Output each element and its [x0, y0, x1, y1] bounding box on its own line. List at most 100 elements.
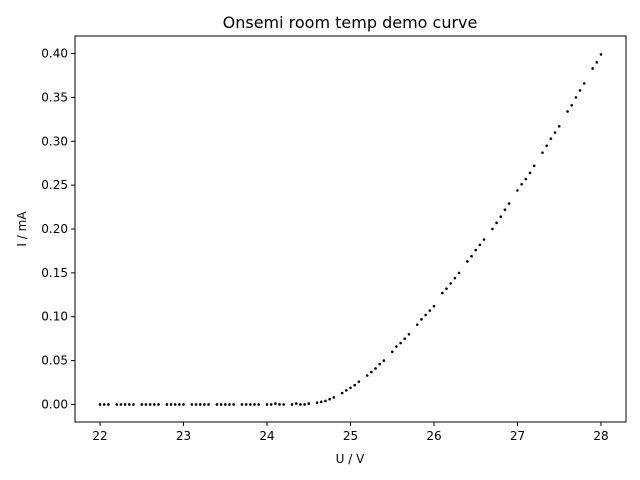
- data-point: [453, 276, 457, 280]
- data-point: [370, 370, 373, 374]
- data-point: [478, 243, 482, 247]
- data-point: [420, 318, 423, 321]
- data-point: [123, 403, 127, 406]
- data-point: [557, 125, 561, 128]
- x-axis-label: U / V: [336, 452, 365, 466]
- data-point: [566, 110, 569, 113]
- data-point: [541, 151, 544, 154]
- data-point: [457, 271, 461, 275]
- data-point: [503, 208, 507, 211]
- data-point: [353, 383, 356, 387]
- data-point: [591, 67, 594, 70]
- data-point: [190, 403, 194, 406]
- y-tick-label: 0.10: [41, 310, 68, 324]
- data-point: [345, 389, 348, 392]
- data-point: [178, 403, 181, 406]
- data-point: [215, 403, 219, 406]
- data-point: [207, 403, 210, 406]
- y-tick-label: 0.15: [41, 266, 68, 280]
- data-point: [470, 254, 473, 258]
- x-tick-label: 23: [176, 429, 191, 443]
- data-point: [595, 61, 599, 64]
- y-axis-label: I / mA: [15, 211, 29, 247]
- data-point: [599, 53, 603, 56]
- data-point: [449, 282, 452, 285]
- data-point: [482, 238, 486, 241]
- data-point: [257, 403, 260, 406]
- data-point: [328, 397, 331, 401]
- data-point: [332, 396, 336, 399]
- data-point: [578, 89, 582, 92]
- data-point: [165, 403, 169, 406]
- data-point: [148, 403, 152, 406]
- data-point: [524, 177, 528, 181]
- data-point: [474, 248, 478, 252]
- x-tick-label: 25: [343, 429, 358, 443]
- data-point: [315, 401, 319, 405]
- data-point: [303, 403, 306, 406]
- data-point: [574, 96, 578, 99]
- data-point: [173, 403, 177, 406]
- x-tick-label: 24: [259, 429, 274, 443]
- data-point: [319, 400, 323, 404]
- data-point: [203, 403, 206, 406]
- data-point: [528, 171, 532, 175]
- data-point: [244, 403, 248, 406]
- data-point: [491, 227, 494, 231]
- data-point: [249, 403, 252, 406]
- data-point: [365, 374, 369, 377]
- data-point: [495, 221, 498, 225]
- x-tick-label: 26: [426, 429, 441, 443]
- chart-title: Onsemi room temp demo curve: [223, 13, 478, 32]
- data-point: [340, 391, 344, 395]
- data-point: [349, 386, 352, 390]
- data-point: [169, 403, 173, 406]
- data-point: [253, 403, 256, 406]
- data-point: [466, 260, 469, 263]
- data-point: [545, 144, 548, 147]
- data-point: [294, 402, 298, 405]
- data-point: [520, 182, 523, 186]
- data-point: [374, 367, 377, 370]
- data-point: [127, 403, 131, 406]
- data-point: [403, 337, 407, 340]
- data-point: [223, 403, 227, 406]
- axis-ticks: 22 23 24 25 26 27 28 0.00 0.05 0.10 0.15 0.20 0.25 0.…: [41, 47, 608, 443]
- data-point: [299, 403, 302, 406]
- data-point: [324, 399, 327, 403]
- data-point: [240, 403, 244, 406]
- data-point: [157, 403, 160, 406]
- data-point: [119, 403, 123, 406]
- plot-frame: [74, 35, 627, 423]
- data-point: [382, 359, 386, 362]
- data-point: [132, 403, 135, 406]
- y-tick-label: 0.00: [41, 397, 68, 411]
- data-point: [532, 164, 536, 168]
- data-point: [428, 309, 432, 312]
- data-point: [144, 403, 148, 406]
- data-points: [98, 53, 603, 406]
- data-point: [424, 313, 427, 317]
- x-tick-label: 27: [510, 429, 525, 443]
- data-point: [228, 403, 231, 406]
- data-point: [269, 403, 273, 406]
- data-point: [378, 362, 382, 366]
- data-point: [432, 304, 436, 308]
- data-point: [582, 82, 586, 85]
- data-point: [140, 403, 144, 406]
- data-point: [194, 403, 198, 406]
- x-tick-label: 28: [593, 429, 608, 443]
- data-point: [390, 350, 394, 354]
- data-point: [290, 403, 294, 406]
- data-point: [445, 287, 448, 290]
- data-point: [407, 332, 411, 336]
- data-point: [507, 202, 511, 205]
- data-point: [553, 131, 557, 134]
- data-point: [107, 403, 110, 406]
- y-tick-label: 0.20: [41, 222, 68, 236]
- x-tick-label: 22: [92, 429, 107, 443]
- data-point: [357, 380, 361, 383]
- y-tick-label: 0.25: [41, 178, 68, 192]
- data-point: [115, 403, 119, 406]
- data-point: [415, 323, 419, 326]
